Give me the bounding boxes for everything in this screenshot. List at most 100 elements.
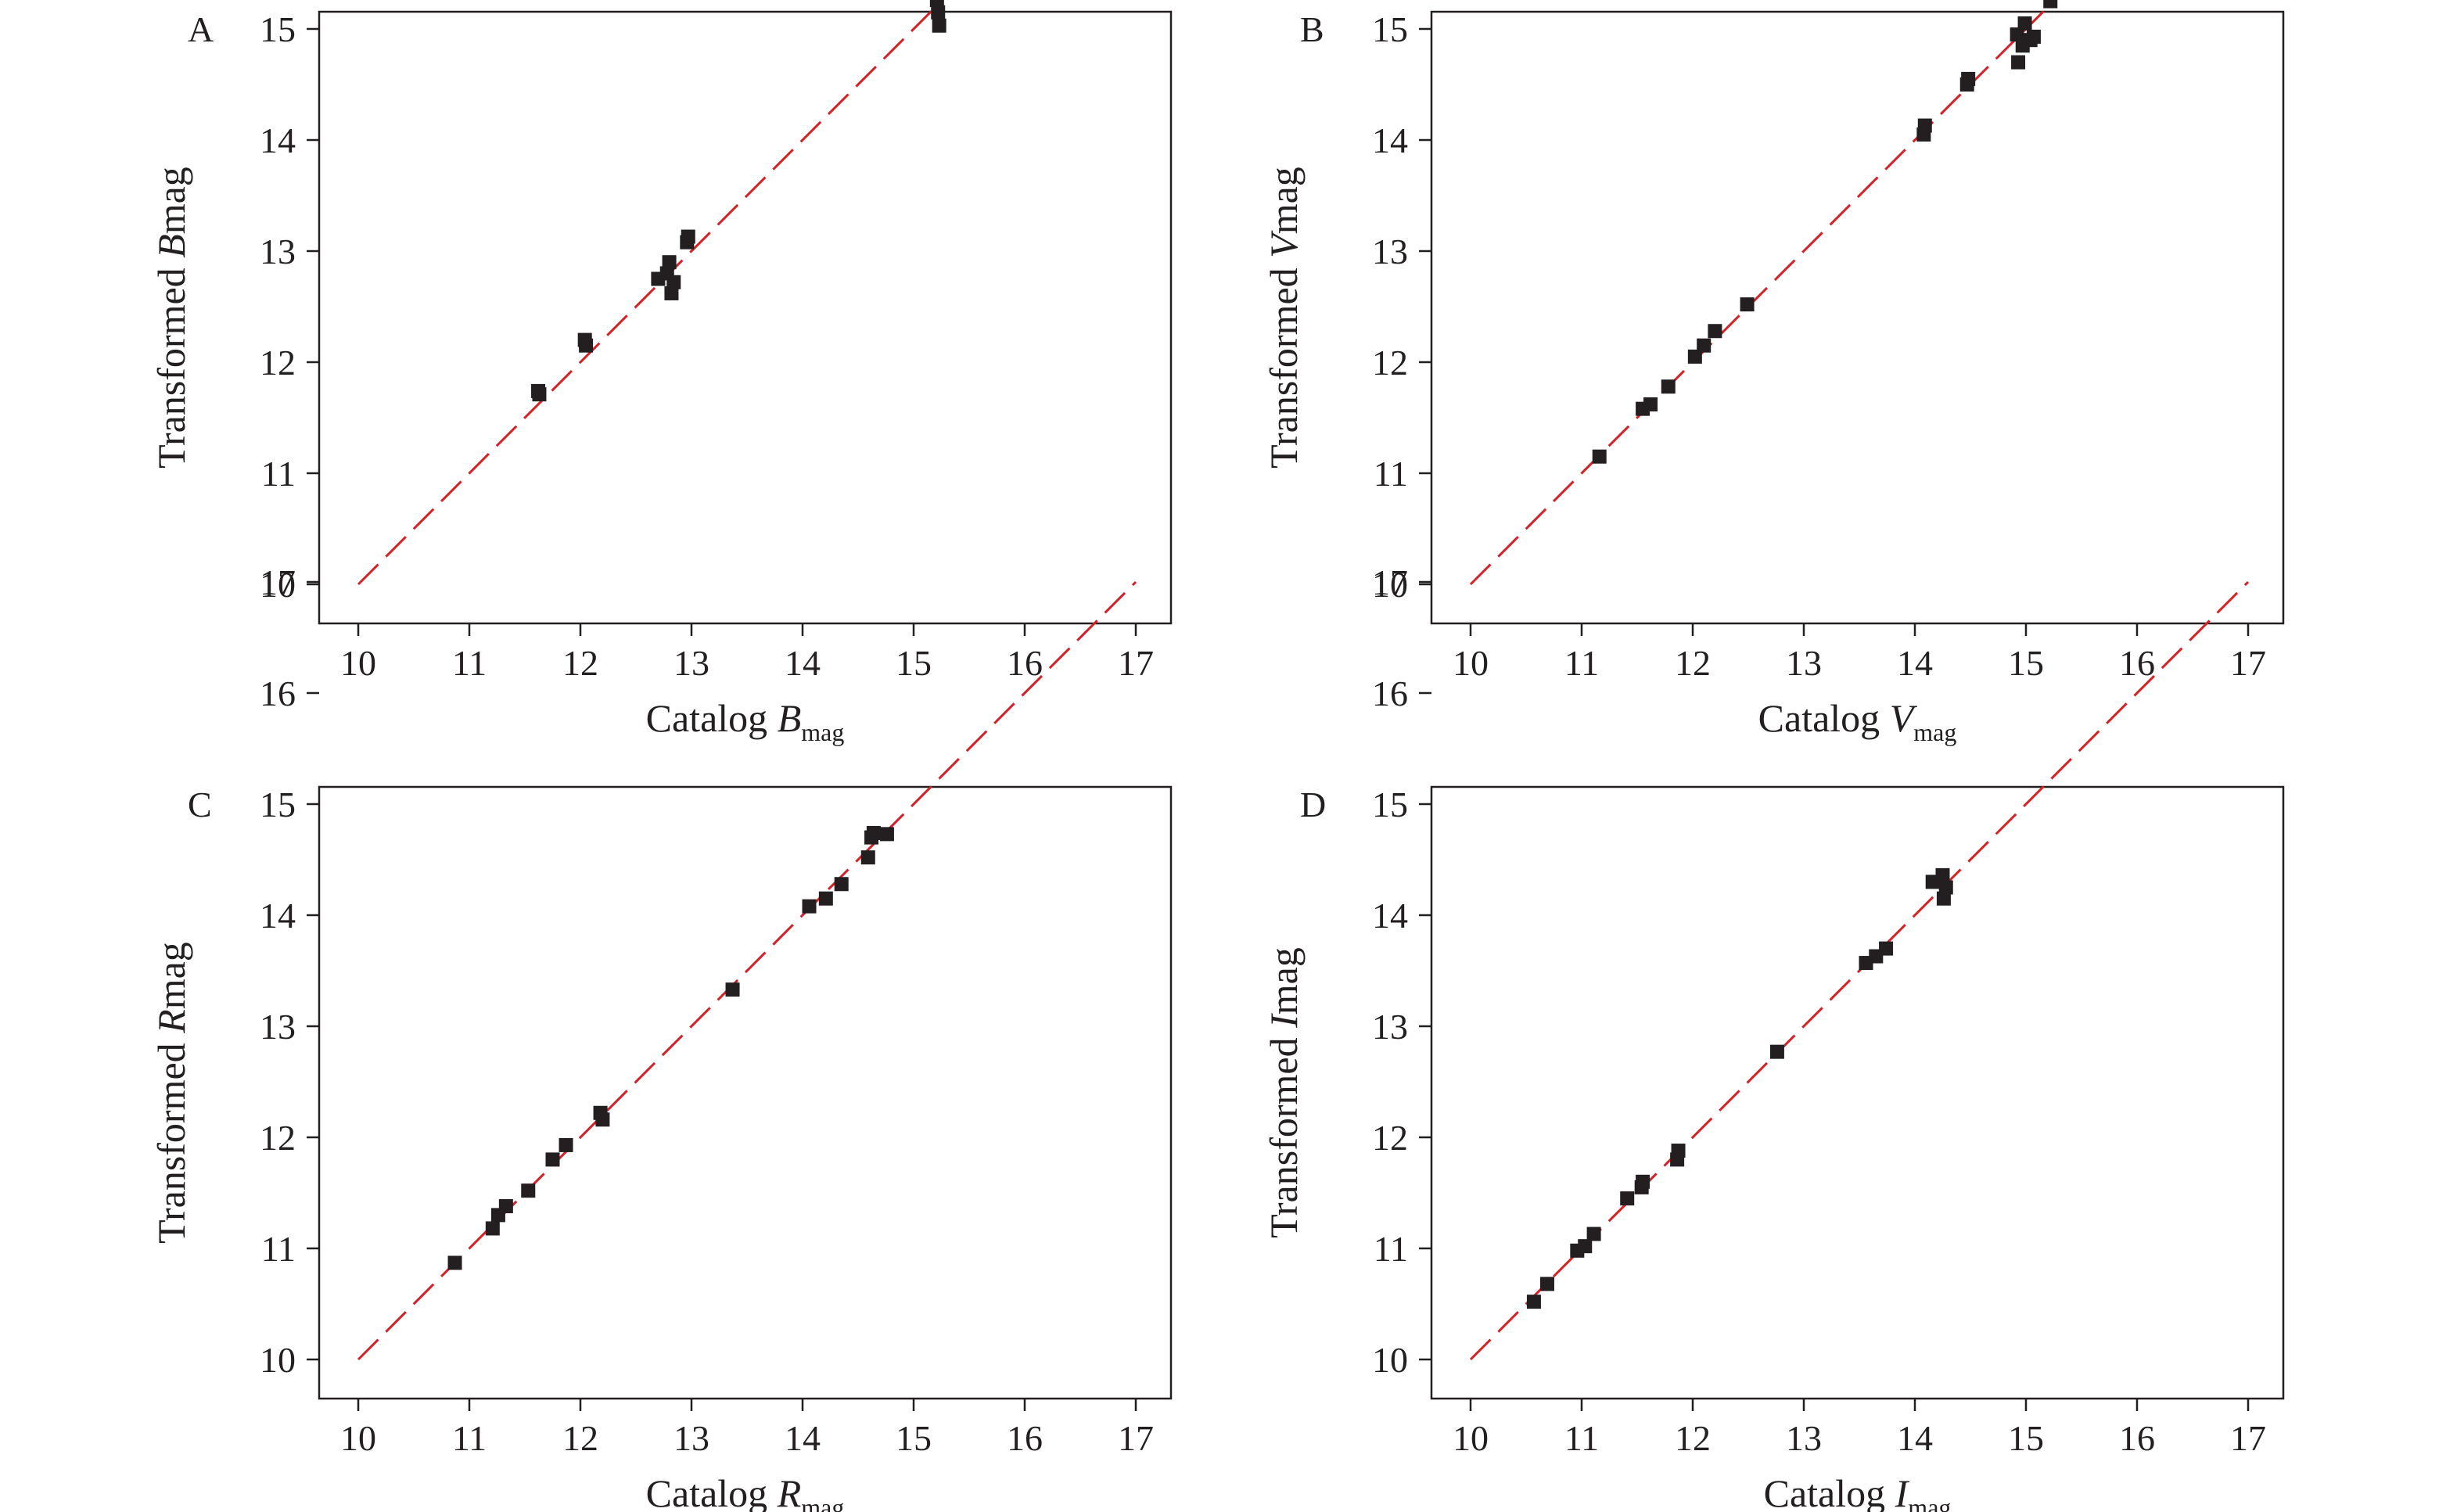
panel-a-reference-line bbox=[357, 0, 945, 586]
panel-a-y-tick-label: 10 bbox=[260, 565, 296, 605]
panel-b-point bbox=[1643, 397, 1658, 411]
panel-b-x-tick-label: 15 bbox=[2008, 643, 2044, 683]
panel-b-point bbox=[2010, 27, 2024, 42]
panel-c-point bbox=[818, 891, 833, 906]
panel-c-x-tick-label: 11 bbox=[452, 1418, 487, 1458]
panel-d-point bbox=[1936, 891, 1951, 906]
panel-c-point bbox=[485, 1221, 500, 1236]
panel-a-point bbox=[531, 383, 546, 398]
panel-c-point bbox=[879, 827, 894, 842]
panel-a-x-tick-label: 11 bbox=[452, 643, 487, 683]
panel-b-x-tick-label: 16 bbox=[2119, 643, 2155, 683]
panel-c-frame bbox=[318, 785, 1173, 1400]
panel-a-point bbox=[579, 338, 594, 353]
panel-a-y-tick-label: 12 bbox=[260, 343, 296, 382]
panel-b-point bbox=[2011, 55, 2026, 70]
panel-d-point bbox=[1879, 941, 1894, 956]
panel-b-point bbox=[1697, 338, 1712, 353]
panel-d-x-tick-label: 11 bbox=[1564, 1418, 1599, 1458]
panel-c-y-tick-label: 10 bbox=[260, 1340, 296, 1380]
panel-a-x-axis-title: Catalog Bmag bbox=[646, 696, 845, 746]
panel-d: D10 11 12 13 14 15 16 171011121314151617Catalog… bbox=[1262, 562, 2285, 1512]
panel-a-x-tick-label: 13 bbox=[673, 643, 709, 683]
panel-b-y-tick-label: 11 bbox=[1374, 454, 1408, 494]
panel-d-point bbox=[1935, 867, 1950, 882]
panel-a-y-tick-label: 11 bbox=[261, 454, 296, 494]
panel-b-x-tick-label: 13 bbox=[1786, 643, 1822, 683]
panel-b-y-axis-title: Transformed Vmag bbox=[1262, 167, 1306, 469]
panel-a-point bbox=[932, 18, 946, 33]
panel-c-letter: C bbox=[188, 785, 212, 824]
panel-d-y-axis-title: Transformed Imag bbox=[1262, 947, 1306, 1238]
panel-d-point bbox=[1636, 1174, 1650, 1189]
panel-c-y-tick-label: 17 bbox=[260, 562, 296, 602]
panel-c-point bbox=[559, 1137, 573, 1152]
panel-b-x-tick-label: 11 bbox=[1564, 643, 1599, 683]
panel-c-point bbox=[545, 1152, 560, 1167]
panel-d-y-tick-label: 11 bbox=[1374, 1229, 1408, 1269]
panel-c-x-tick-label: 16 bbox=[1007, 1418, 1043, 1458]
panel-b-x-tick-label: 14 bbox=[1897, 643, 1933, 683]
panel-c-y-tick-label: 15 bbox=[260, 785, 296, 824]
panel-a-point bbox=[929, 0, 944, 8]
panel-b-point bbox=[1592, 449, 1607, 464]
panel-d-y-tick-label: 17 bbox=[1372, 562, 1408, 602]
panel-b-x-tick-label: 17 bbox=[2230, 643, 2266, 683]
panel-a-point bbox=[664, 286, 679, 300]
panel-c-x-tick-label: 13 bbox=[673, 1418, 709, 1458]
panel-a-point bbox=[681, 229, 695, 244]
panel-c-point bbox=[834, 877, 849, 892]
panel-a-x-tick-label: 15 bbox=[896, 643, 932, 683]
panel-d-frame bbox=[1430, 785, 2285, 1400]
panel-d-x-tick-label: 16 bbox=[2119, 1418, 2155, 1458]
panel-b-point bbox=[1708, 324, 1722, 339]
panel-d-x-axis-title: Catalog Imag bbox=[1764, 1471, 1952, 1512]
panel-c-point bbox=[725, 982, 740, 997]
panel-c-x-tick-label: 17 bbox=[1118, 1418, 1154, 1458]
panel-b-point bbox=[2043, 0, 2058, 9]
panel-d-y-tick-label: 16 bbox=[1372, 673, 1408, 713]
panel-c-y-tick-label: 16 bbox=[260, 673, 296, 713]
panel-b-y-tick-label: 10 bbox=[1372, 565, 1408, 605]
panel-b-point bbox=[2017, 16, 2032, 31]
panel-d-point bbox=[1769, 1044, 1784, 1059]
panel-d-y-tick-label: 15 bbox=[1372, 785, 1408, 824]
panel-d-point bbox=[1620, 1191, 1635, 1206]
panel-c-point bbox=[802, 899, 817, 914]
panel-b-frame bbox=[1430, 10, 2285, 625]
panel-a-x-tick-label: 14 bbox=[785, 643, 821, 683]
panel-a-y-axis-title: Transformed Bmag bbox=[149, 167, 193, 469]
panel-c-point bbox=[447, 1255, 462, 1270]
panel-d-point bbox=[1526, 1295, 1541, 1309]
panel-a-x-tick-label: 12 bbox=[562, 643, 598, 683]
panel-d-y-tick-label: 10 bbox=[1372, 1340, 1408, 1380]
panel-c-point bbox=[595, 1112, 610, 1127]
panel-b-x-axis-title: Catalog Vmag bbox=[1758, 696, 1957, 746]
panel-b-y-tick-label: 14 bbox=[1372, 120, 1408, 160]
panel-d-point bbox=[1938, 880, 1953, 895]
panel-d-x-tick-label: 14 bbox=[1897, 1418, 1933, 1458]
panel-c-y-tick-label: 13 bbox=[260, 1007, 296, 1047]
panel-b-reference-line bbox=[1469, 0, 2057, 586]
panel-a-letter: A bbox=[188, 9, 214, 49]
panel-c-point bbox=[866, 825, 881, 840]
panel-c-y-axis-title: Transformed Rmag bbox=[149, 942, 193, 1244]
panel-c-point bbox=[498, 1199, 513, 1214]
panel-c-x-tick-label: 14 bbox=[785, 1418, 821, 1458]
panel-b-point bbox=[1961, 71, 1976, 86]
panel-b-point bbox=[1917, 118, 1932, 133]
panel-d-x-tick-label: 10 bbox=[1453, 1418, 1489, 1458]
panel-d-letter: D bbox=[1300, 785, 1326, 824]
panel-b-point bbox=[1687, 349, 1702, 364]
panel-c-point bbox=[521, 1183, 536, 1198]
panel-d-point bbox=[1586, 1226, 1601, 1241]
panel-b-y-tick-label: 13 bbox=[1372, 232, 1408, 271]
panel-a-frame bbox=[318, 10, 1173, 625]
panel-c-x-tick-label: 12 bbox=[562, 1418, 598, 1458]
panel-d-point bbox=[1671, 1144, 1686, 1158]
panel-d-x-tick-label: 13 bbox=[1786, 1418, 1822, 1458]
panel-b-point bbox=[2026, 29, 2041, 44]
panel-c-x-tick-label: 15 bbox=[896, 1418, 932, 1458]
panel-b-x-tick-label: 12 bbox=[1675, 643, 1711, 683]
